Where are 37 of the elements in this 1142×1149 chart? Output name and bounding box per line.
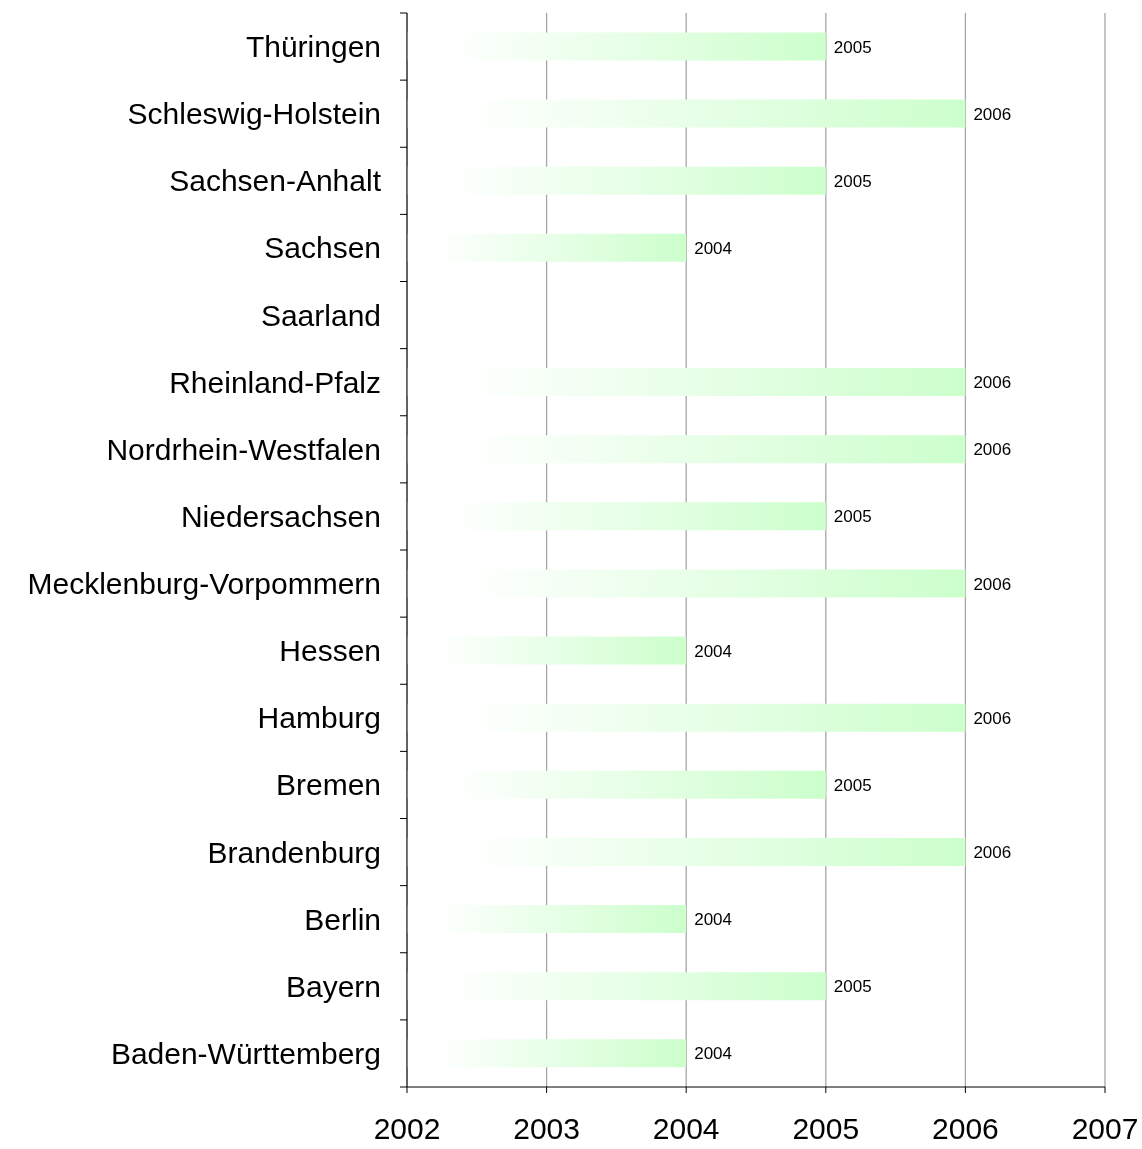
data-label: 2004 (694, 910, 733, 930)
y-tick-label: Hamburg (257, 701, 381, 735)
y-tick-label: Baden-Württemberg (110, 1036, 381, 1070)
y-tick-label: Niedersachsen (180, 499, 381, 533)
data-label: 2005 (833, 977, 872, 997)
y-tick-label: Sachsen (264, 231, 381, 265)
y-tick-label: Saarland (260, 298, 381, 332)
data-label: 2004 (694, 641, 733, 661)
data-label: 2006 (973, 373, 1012, 393)
data-label: 2005 (833, 775, 872, 795)
data-label: 2006 (973, 440, 1012, 460)
y-tick-label: Berlin (304, 902, 381, 936)
y-tick-label: Thüringen (245, 30, 381, 64)
x-tick-label: 2003 (513, 1112, 580, 1146)
data-label: 2006 (973, 574, 1012, 594)
data-label: 2006 (973, 843, 1012, 862)
y-tick-label: Rheinland-Pfalz (169, 365, 381, 399)
y-tick-label: Mecklenburg-Vorpommern (27, 567, 381, 601)
data-label: 2005 (833, 507, 872, 527)
data-label: 2004 (694, 1044, 733, 1064)
y-tick-label: Hessen (279, 634, 381, 668)
x-tick-label: 2007 (1071, 1112, 1139, 1146)
y-tick-label: Bayern (285, 969, 381, 1003)
x-tick-label: 2006 (932, 1112, 999, 1146)
data-label: 2006 (973, 708, 1012, 728)
x-tick-label: 2004 (652, 1112, 720, 1146)
data-label: 2005 (833, 37, 872, 57)
y-tick-label: Nordrhein-Westfalen (106, 432, 381, 466)
y-tick-label: Brandenburg (207, 835, 381, 869)
y-tick-label: Bremen (275, 768, 381, 802)
data-label: 2004 (694, 238, 733, 258)
x-tick-label: 2005 (792, 1112, 860, 1146)
data-label: 2006 (973, 104, 1012, 124)
y-tick-label: Sachsen-Anhalt (169, 164, 382, 198)
data-label: 2005 (833, 171, 872, 191)
y-tick-label: Schleswig-Holstein (127, 97, 381, 131)
x-tick-label: 2002 (373, 1112, 441, 1146)
